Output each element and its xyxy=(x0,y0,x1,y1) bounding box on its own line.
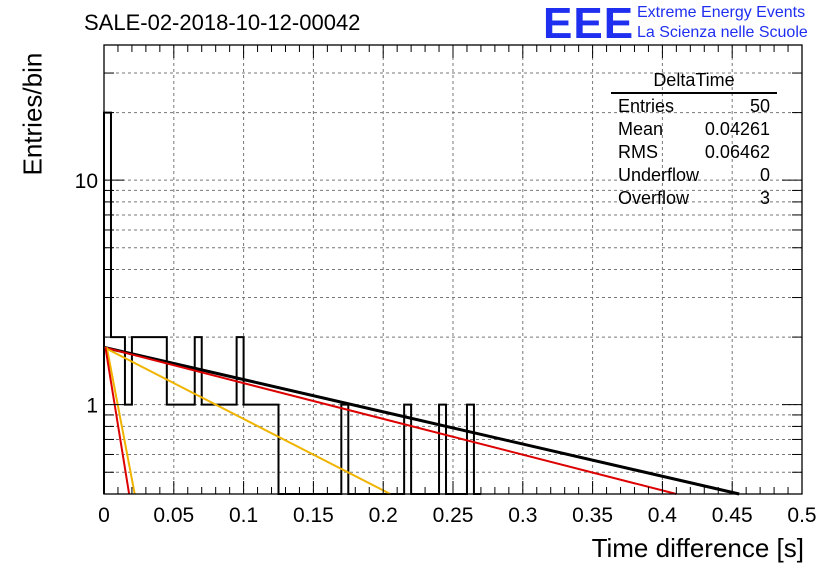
stats-row-rms: RMS 0.06462 xyxy=(611,141,777,164)
tick-labels: 0 0.05 0.1 0.15 0.2 0.25 0.3 0.35 0.4 0.45 0.5 1 10 xyxy=(75,170,817,527)
stats-value: 3 xyxy=(759,188,770,208)
axis-ticks xyxy=(103,44,803,495)
histogram-outline xyxy=(103,111,481,495)
stats-row-entries: Entries 50 xyxy=(611,95,777,118)
eee-logo: EEE xyxy=(543,0,635,48)
y-tick-label: 10 xyxy=(75,170,98,193)
stats-row-mean: Mean 0.04261 xyxy=(611,118,777,141)
x-tick-label: 0.4 xyxy=(648,504,678,527)
stats-title: DeltaTime xyxy=(611,70,777,94)
stats-label: Underflow xyxy=(618,165,700,185)
stats-value: 0 xyxy=(759,165,770,185)
stats-label: Mean xyxy=(618,119,664,139)
stats-row-underflow: Underflow 0 xyxy=(611,164,777,187)
x-axis-label: Time difference [s] xyxy=(591,533,804,563)
fit-line xyxy=(103,345,740,496)
histogram xyxy=(103,111,481,495)
x-tick-label: 0 xyxy=(98,504,110,527)
logo-tagline-2: La Scienza nelle Scuole xyxy=(637,24,808,41)
logo-tagline-1: Extreme Energy Events xyxy=(637,4,806,21)
stats-row-overflow: Overflow 3 xyxy=(611,187,777,210)
stats-label: RMS xyxy=(618,142,658,162)
fit-line xyxy=(103,346,391,495)
stats-value: 50 xyxy=(749,96,770,116)
y-axis-label: Entries/bin xyxy=(17,52,48,176)
stats-label: Overflow xyxy=(618,188,690,208)
x-tick-label: 0.5 xyxy=(787,504,816,527)
grid-lines xyxy=(104,44,802,495)
x-tick-label: 0.35 xyxy=(572,504,613,527)
stats-value: 0.06462 xyxy=(704,142,770,162)
stats-box: DeltaTime Entries 50 Mean 0.04261 RMS 0.… xyxy=(611,70,777,210)
x-tick-label: 0.45 xyxy=(712,504,753,527)
y-tick-label: 1 xyxy=(86,395,98,418)
plot-title: SALE-02-2018-10-12-00042 xyxy=(84,10,361,35)
x-tick-label: 0.25 xyxy=(433,504,474,527)
x-tick-label: 0.2 xyxy=(369,504,398,527)
fit-line xyxy=(105,347,136,495)
fit-line xyxy=(103,346,677,495)
x-tick-label: 0.15 xyxy=(293,504,334,527)
fit-lines xyxy=(103,345,740,496)
x-tick-label: 0.05 xyxy=(153,504,194,527)
stats-label: Entries xyxy=(618,96,675,116)
x-tick-label: 0.3 xyxy=(508,504,537,527)
x-tick-label: 0.1 xyxy=(229,504,258,527)
stats-value: 0.04261 xyxy=(704,119,770,139)
fit-line xyxy=(104,347,131,495)
